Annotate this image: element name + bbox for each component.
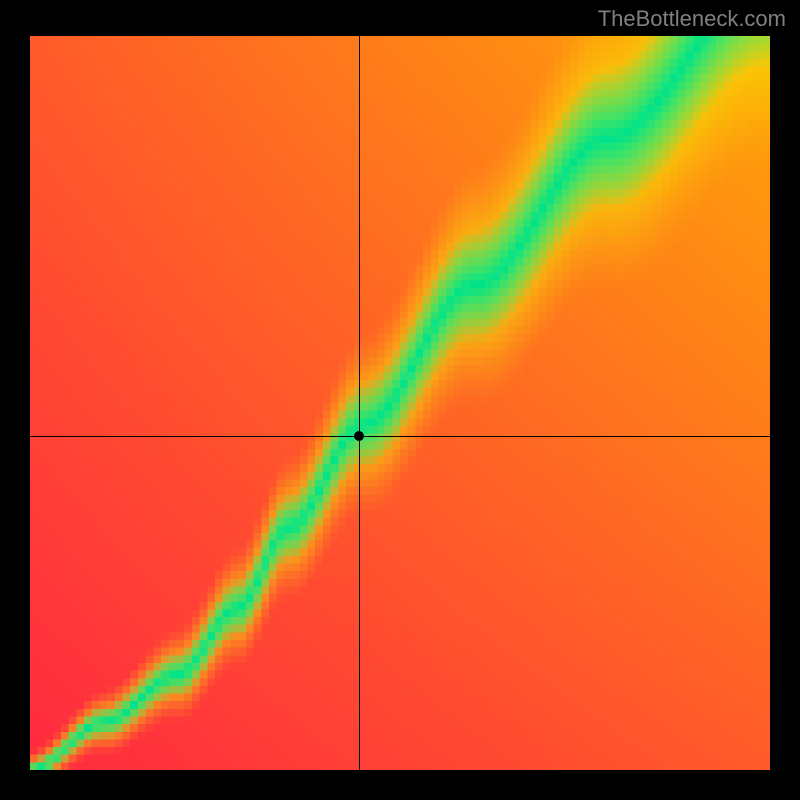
watermark-text: TheBottleneck.com (598, 6, 786, 32)
heatmap-plot-area (30, 36, 770, 770)
crosshair-vertical-line (359, 36, 360, 770)
crosshair-marker-dot (354, 431, 364, 441)
chart-outer-frame: TheBottleneck.com (0, 0, 800, 800)
crosshair-horizontal-line (30, 436, 770, 437)
heatmap-canvas (30, 36, 770, 770)
